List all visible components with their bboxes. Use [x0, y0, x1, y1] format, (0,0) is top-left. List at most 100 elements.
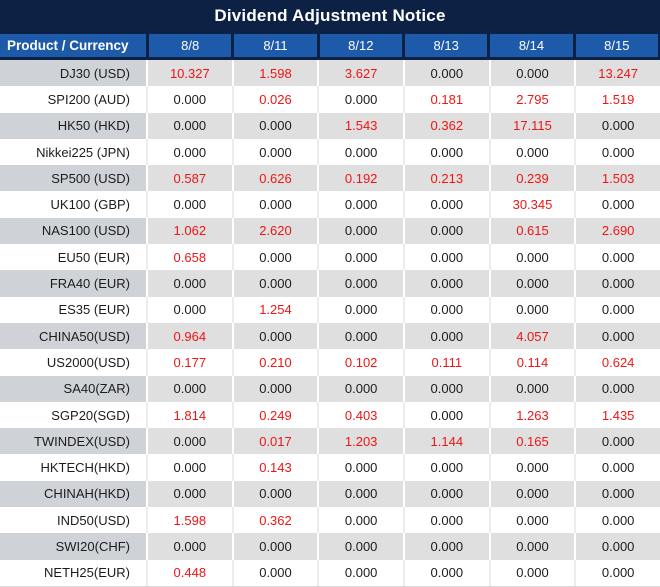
value-cell: 0.000 [319, 480, 403, 508]
value-cell: 0.111 [404, 349, 489, 376]
table-header-row: Product / Currency 8/8 8/11 8/12 8/13 8/… [0, 31, 660, 60]
value-cell: 0.000 [233, 138, 318, 166]
value-cell: 0.000 [576, 296, 660, 323]
value-cell: 0.213 [404, 165, 489, 192]
value-cell: 0.000 [404, 533, 489, 560]
product-cell: NETH25(EUR) [0, 559, 146, 586]
value-cell: 13.247 [576, 60, 660, 87]
table-row: FRA40 (EUR) 0.000 0.000 0.000 0.000 0.00… [0, 270, 660, 297]
value-cell: 0.000 [490, 507, 575, 534]
value-cell: 0.000 [233, 270, 318, 297]
value-cell: 0.000 [233, 322, 318, 350]
value-cell: 0.177 [148, 349, 232, 376]
product-cell: SWI20(CHF) [0, 533, 146, 560]
column-header-date-3: 8/12 [319, 34, 402, 57]
value-cell: 0.000 [319, 191, 403, 218]
value-cell: 0.000 [404, 480, 489, 508]
value-cell: 0.000 [319, 559, 403, 586]
table-row: HK50 (HKD) 0.000 0.000 1.543 0.362 17.11… [0, 112, 660, 139]
product-cell: TWINDEX(USD) [0, 428, 146, 455]
value-cell: 1.814 [148, 401, 232, 429]
table-row: NETH25(EUR) 0.448 0.000 0.000 0.000 0.00… [0, 559, 660, 586]
table-row: DJ30 (USD) 10.327 1.598 3.627 0.000 0.00… [0, 60, 660, 87]
table-row: ES35 (EUR) 0.000 1.254 0.000 0.000 0.000… [0, 296, 660, 323]
value-cell: 0.000 [319, 322, 403, 350]
product-cell: US2000(USD) [0, 349, 146, 376]
value-cell: 0.000 [233, 112, 318, 139]
value-cell: 0.000 [319, 507, 403, 534]
value-cell: 0.000 [404, 401, 489, 429]
value-cell: 0.000 [576, 138, 660, 166]
value-cell: 0.000 [490, 454, 575, 481]
value-cell: 0.000 [404, 60, 489, 87]
value-cell: 0.000 [319, 296, 403, 323]
value-cell: 0.000 [576, 191, 660, 218]
value-cell: 3.627 [319, 60, 403, 87]
value-cell: 0.615 [490, 217, 575, 245]
product-cell: HK50 (HKD) [0, 112, 146, 139]
product-cell: HKTECH(HKD) [0, 454, 146, 481]
value-cell: 0.000 [233, 375, 318, 402]
table-row: IND50(USD) 1.598 0.362 0.000 0.000 0.000… [0, 507, 660, 534]
column-header-date-6: 8/15 [575, 34, 658, 57]
value-cell: 1.598 [233, 60, 318, 87]
table-row: SWI20(CHF) 0.000 0.000 0.000 0.000 0.000… [0, 533, 660, 560]
table-row: SA40(ZAR) 0.000 0.000 0.000 0.000 0.000 … [0, 375, 660, 402]
title-bar: Dividend Adjustment Notice [0, 0, 660, 31]
value-cell: 0.000 [404, 322, 489, 350]
table-body: DJ30 (USD) 10.327 1.598 3.627 0.000 0.00… [0, 60, 660, 587]
value-cell: 17.115 [490, 112, 575, 139]
value-cell: 0.000 [576, 480, 660, 508]
table-row: EU50 (EUR) 0.658 0.000 0.000 0.000 0.000… [0, 244, 660, 271]
value-cell: 0.000 [404, 217, 489, 245]
product-cell: DJ30 (USD) [0, 60, 146, 87]
column-header-date-5: 8/14 [490, 34, 573, 57]
value-cell: 0.000 [319, 454, 403, 481]
product-cell: SGP20(SGD) [0, 401, 146, 429]
value-cell: 0.000 [148, 86, 232, 113]
value-cell: 0.000 [233, 480, 318, 508]
value-cell: 0.000 [148, 533, 232, 560]
value-cell: 1.254 [233, 296, 318, 323]
value-cell: 4.057 [490, 322, 575, 350]
value-cell: 0.448 [148, 559, 232, 586]
value-cell: 10.327 [148, 60, 232, 87]
value-cell: 0.000 [148, 480, 232, 508]
value-cell: 0.000 [576, 375, 660, 402]
value-cell: 0.210 [233, 349, 318, 376]
value-cell: 1.062 [148, 217, 232, 245]
value-cell: 0.000 [233, 191, 318, 218]
value-cell: 0.000 [233, 244, 318, 271]
table-row: SPI200 (AUD) 0.000 0.026 0.000 0.181 2.7… [0, 86, 660, 113]
value-cell: 0.000 [576, 454, 660, 481]
product-cell: Nikkei225 (JPN) [0, 138, 146, 166]
value-cell: 2.795 [490, 86, 575, 113]
value-cell: 0.626 [233, 165, 318, 192]
product-cell: CHINA50(USD) [0, 322, 146, 350]
value-cell: 0.000 [490, 375, 575, 402]
value-cell: 0.000 [404, 191, 489, 218]
value-cell: 1.519 [576, 86, 660, 113]
value-cell: 0.000 [490, 480, 575, 508]
value-cell: 0.000 [148, 296, 232, 323]
table-row: NAS100 (USD) 1.062 2.620 0.000 0.000 0.6… [0, 217, 660, 245]
value-cell: 0.000 [319, 86, 403, 113]
value-cell: 0.000 [404, 507, 489, 534]
value-cell: 0.026 [233, 86, 318, 113]
value-cell: 0.000 [576, 533, 660, 560]
value-cell: 0.587 [148, 165, 232, 192]
value-cell: 0.000 [404, 138, 489, 166]
value-cell: 0.239 [490, 165, 575, 192]
value-cell: 0.000 [576, 112, 660, 139]
value-cell: 0.000 [404, 270, 489, 297]
table-row: CHINAH(HKD) 0.000 0.000 0.000 0.000 0.00… [0, 480, 660, 508]
value-cell: 0.000 [490, 244, 575, 271]
product-cell: SP500 (USD) [0, 165, 146, 192]
table-row: Nikkei225 (JPN) 0.000 0.000 0.000 0.000 … [0, 138, 660, 166]
value-cell: 0.403 [319, 401, 403, 429]
product-cell: FRA40 (EUR) [0, 270, 146, 297]
value-cell: 0.114 [490, 349, 575, 376]
value-cell: 0.000 [404, 296, 489, 323]
value-cell: 0.624 [576, 349, 660, 376]
